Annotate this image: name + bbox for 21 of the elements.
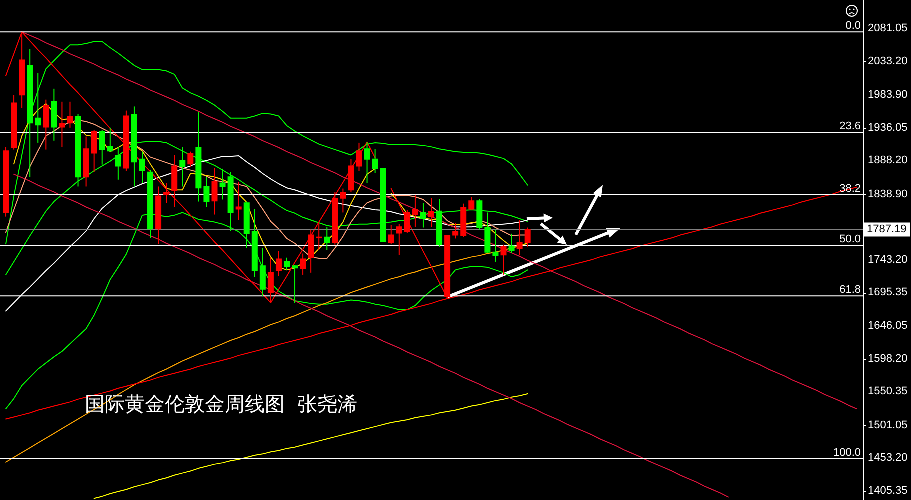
y-tick-label: 1743.20 bbox=[868, 254, 908, 266]
y-tick-label: 1888.20 bbox=[868, 154, 908, 167]
y-tick-label: 2033.20 bbox=[868, 55, 908, 68]
y-tick-label: 1936.05 bbox=[868, 122, 908, 134]
y-tick-label: 1453.20 bbox=[868, 452, 908, 464]
annotation: 100.0 bbox=[833, 446, 861, 459]
annotation: 50.0 bbox=[840, 234, 861, 246]
y-tick-label: 1983.90 bbox=[868, 89, 908, 102]
annotation: 61.8 bbox=[840, 284, 861, 296]
y-tick-label: 1405.35 bbox=[868, 484, 908, 497]
annotation: 0.0 bbox=[846, 20, 861, 32]
y-tick-label: 1550.35 bbox=[868, 386, 908, 398]
y-tick-label: 1838.90 bbox=[868, 188, 908, 200]
ref-line-label: 1787.19 bbox=[867, 224, 907, 236]
annotation: 23.6 bbox=[840, 120, 861, 133]
y-tick-label: 1646.05 bbox=[868, 320, 908, 332]
y-tick-label: 1598.20 bbox=[868, 352, 908, 365]
y-tick-label: 2081.05 bbox=[868, 22, 908, 35]
y-tick-label: 1695.35 bbox=[868, 286, 908, 299]
y-tick-label: 1501.05 bbox=[868, 419, 908, 432]
text: 国际黄金伦敦金周线图 张尧浠 bbox=[85, 392, 358, 416]
